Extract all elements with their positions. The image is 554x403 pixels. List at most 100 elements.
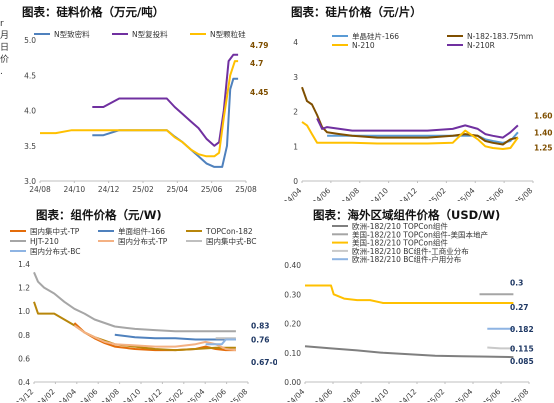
x-tick-label: 25/06 [206,387,228,402]
y-tick-label: 5.0 [24,36,36,45]
data-label: 0.67-0.69 [251,358,277,367]
y-tick-label: 3.5 [24,142,36,151]
chart-title: 图表：海外区域组件价格（USD/W) [313,208,501,222]
y-tick-label: 4.0 [24,107,36,116]
x-tick-label: 23/12 [14,387,36,402]
chart-module-price: 图表：组件价格（元/W) 0.4 0.6 0.8 1.0 1.2 1.4 23/12 24/0… [0,201,277,402]
y-tick-label: 0.40 [284,261,301,270]
edge-mark: r [0,19,4,29]
y-tick-label: 4 [293,38,298,47]
data-label: 0.76 [251,336,270,345]
y-tick-label: 1.4 [18,260,30,269]
legend-label: 美国-182/210 TOPCon组件 [352,238,448,248]
series-line [114,333,236,341]
legend-label: 欧洲-182/210 BC组件-户用分布 [352,254,462,264]
legend-label: N-182-183.75mm [467,32,533,41]
x-tick-label: 25/02 [132,185,154,194]
x-tick-label: 25/08 [513,186,535,201]
legend-item: N-210 [332,41,375,50]
y-tick-label: 0.4 [18,378,30,387]
legend-item: 单面组件-166 [98,226,165,236]
y-tick-label: 0.8 [18,331,30,340]
x-tick-label: 25/08 [235,185,257,194]
legend-label: N型致密料 [54,29,90,39]
x-tick-label: 24/10 [369,387,391,402]
series-line [304,345,514,359]
data-label: 4.45 [250,88,269,97]
chart-canvas: 0 1 2 3 4 24/04 24/06 24/08 24/10 24/12 25/02 25/04… [282,31,553,201]
edge-mark: 月 [0,31,10,41]
series-line [487,346,514,350]
chart-overseas-module-price: 图表：海外区域组件价格（USD/W) 0.00 0.10 0.20 0.30 0.40 2… [277,201,554,402]
x-tick-label: 24/10 [64,185,86,194]
x-tick-label: 24/12 [397,186,419,201]
x-tick-label: 24/06 [313,387,335,402]
y-tick-label: 1.2 [18,284,30,293]
y-tick-label: 0.6 [18,354,30,363]
series-line [316,117,519,139]
x-tick-label: 25/04 [167,185,189,194]
data-label: 0.115 [510,344,534,353]
chart-canvas: 0.40.60.81.01.21.423/12 24/02 24/04 24/06 24… [10,226,277,402]
legend-label: 国内分布式-BC [30,246,80,256]
chart-polysilicon-price: 图表：硅料价格（万元/吨） 3.0 3.5 4.0 4.5 5.0 24/08 24/10 2… [0,0,277,201]
legend-item: N型复投料 [112,29,168,39]
x-tick-label: 25/04 [185,387,207,402]
legend-item: 欧洲-182/210 TOPCon组件 [332,221,448,231]
x-tick-label: 24/12 [142,387,164,402]
series-line [205,338,236,346]
y-tick-label: 2 [293,108,298,117]
legend-item: 单晶硅片-166 [332,31,399,41]
legend-item: N-210R [447,41,495,50]
x-tick-label: 25/08 [228,387,250,402]
legend-item: N型颗粒硅 [190,29,246,39]
y-tick-label: 0.30 [284,290,301,299]
legend-item: 美国-182/210 TOPCon组件 [332,238,448,248]
data-label: 1.60 [534,111,553,120]
legend-label: 欧洲-182/210 TOPCon组件 [352,221,448,231]
data-label: 4.79 [250,41,269,50]
data-label: 1.25 [534,144,553,153]
left-edge-marks: r 月 日 价 . [0,18,10,78]
legend-item: 欧洲-182/210 BC组件-户用分布 [332,254,462,264]
series-line [301,121,519,150]
legend-item: N-182-183.75mm [447,32,533,41]
x-tick-label: 24/08 [29,185,51,194]
x-tick-label: 24/10 [368,186,390,201]
x-tick-label: 24/04 [282,186,304,201]
x-tick-label: 25/02 [426,186,448,201]
y-tick-label: 1.0 [18,307,30,316]
data-label: 0.3 [510,278,523,287]
chart-wafer-price: 图表：硅片价格（元/片） 0 1 2 3 4 24/04 24/06 24/08 24/10 24… [277,0,554,201]
x-tick-label: 24/06 [311,186,333,201]
data-label: 4.7 [250,59,263,68]
data-label: 1.40 [534,128,553,137]
legend-label: HJT-210 [30,237,59,246]
legend-label: 美国-182/210 TOPCon组件-美国本地产 [352,229,488,239]
chart-title: 图表：硅料价格（万元/吨） [22,5,165,19]
x-tick-label: 25/06 [481,387,503,402]
legend-item: N型致密料 [34,29,90,39]
y-tick-label: 0.20 [284,320,301,329]
x-tick-label: 24/04 [57,387,79,402]
legend-label: N型复投料 [132,29,168,39]
y-tick-label: 4.5 [24,71,36,80]
x-tick-label: 25/04 [453,387,475,402]
legend-label: 欧洲-182/210 BC组件-工商业分布 [352,246,469,256]
x-tick-label: 25/02 [425,387,447,402]
x-tick-label: 24/10 [121,387,143,402]
legend-item: HJT-210 [10,237,59,246]
legend-label: 国内集中式-BC [206,236,256,246]
series-line [33,271,236,333]
series-line [40,60,239,158]
edge-mark: 日 [0,43,10,53]
y-tick-label: 3.0 [24,177,36,186]
x-tick-label: 25/04 [455,186,477,201]
legend-label: TOPCon-182 [205,227,253,236]
chart-title: 图表：硅片价格（元/片） [291,5,422,19]
y-tick-label: 0.10 [284,349,301,358]
x-tick-label: 24/12 [98,185,120,194]
legend-label: N-210R [467,41,495,50]
legend-item: TOPCon-182 [186,227,253,236]
legend-label: N-210 [352,41,375,50]
